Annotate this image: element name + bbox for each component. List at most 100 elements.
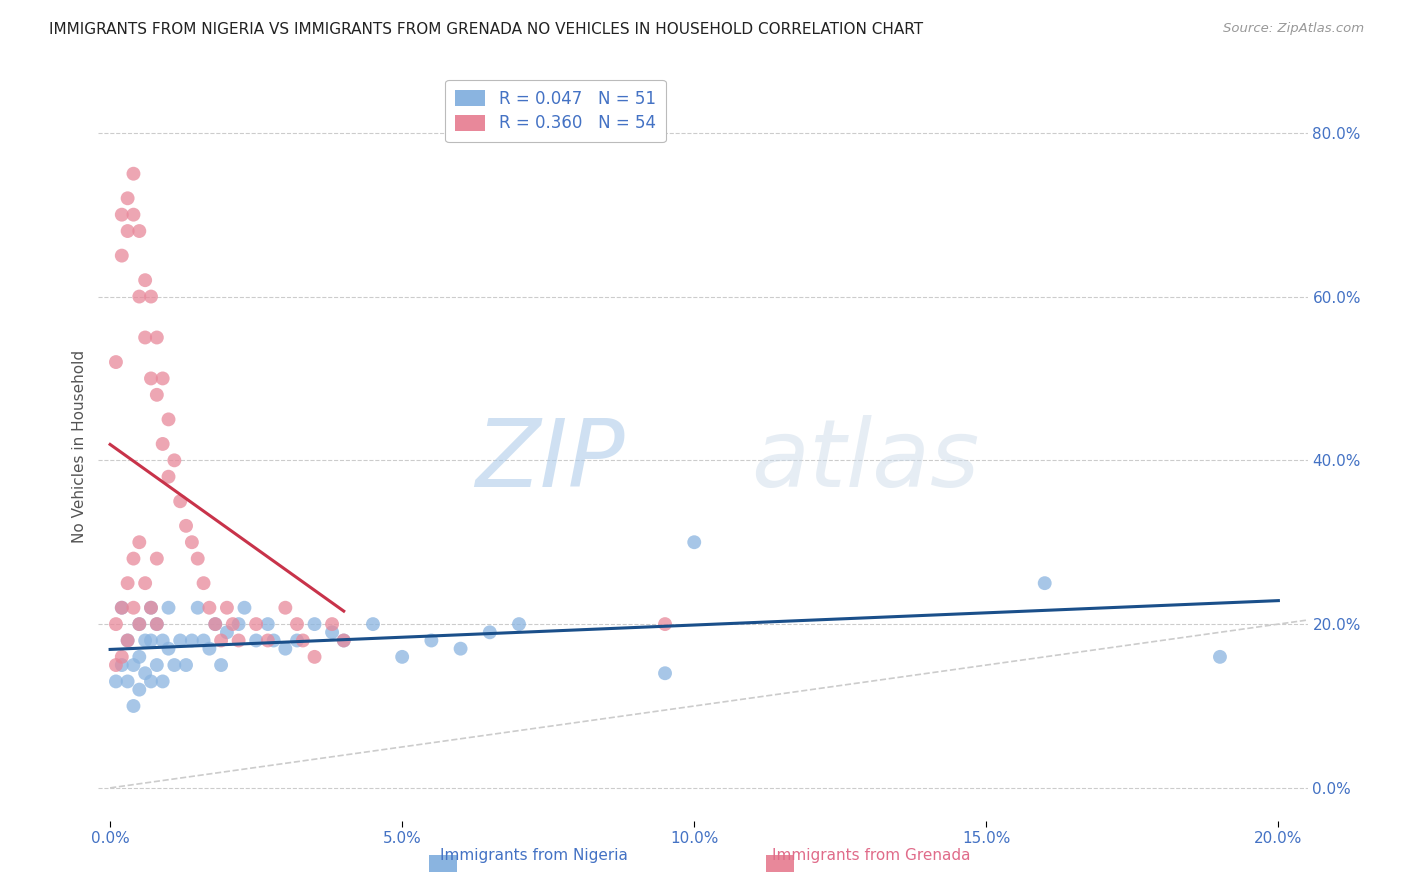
Point (111, 249, 134, 263)
Point (256, 633, 278, 648)
Point (321, 617, 343, 632)
Point (146, 388, 169, 402)
Point (157, 600, 180, 615)
Point (128, 617, 150, 632)
Point (139, 600, 162, 615)
Point (180, 633, 202, 648)
Legend: R = 0.047   N = 51, R = 0.360   N = 54: R = 0.047 N = 51, R = 0.360 N = 54 (446, 79, 665, 143)
Point (128, 535, 150, 549)
Point (193, 633, 215, 648)
Point (274, 600, 297, 615)
Point (111, 208, 134, 222)
Point (187, 551, 209, 566)
Text: Source: ZipAtlas.com: Source: ZipAtlas.com (1223, 22, 1364, 36)
Text: IMMIGRANTS FROM NIGERIA VS IMMIGRANTS FROM GRENADA NO VEHICLES IN HOUSEHOLD CORR: IMMIGRANTS FROM NIGERIA VS IMMIGRANTS FR… (49, 22, 924, 37)
Point (128, 649, 150, 664)
Point (222, 617, 245, 632)
Point (215, 625, 238, 640)
Point (111, 658, 134, 673)
Point (245, 617, 267, 632)
Point (152, 674, 174, 689)
Point (139, 600, 162, 615)
Point (128, 617, 150, 632)
Point (163, 658, 186, 673)
Point (274, 641, 297, 656)
Point (263, 633, 285, 648)
Point (198, 600, 221, 615)
Point (157, 469, 180, 483)
Point (163, 453, 186, 467)
Point (117, 576, 139, 591)
Point (228, 617, 250, 632)
Point (291, 633, 314, 648)
Point (146, 617, 169, 632)
Point (117, 674, 139, 689)
Point (128, 682, 150, 697)
Point (245, 633, 267, 648)
Point (146, 551, 169, 566)
Point (122, 208, 145, 222)
Point (187, 600, 209, 615)
Point (111, 600, 134, 615)
Point (134, 666, 156, 681)
Point (146, 617, 169, 632)
Text: atlas: atlas (751, 416, 980, 507)
Point (104, 658, 127, 673)
Point (174, 658, 197, 673)
Point (169, 633, 191, 648)
Point (420, 633, 443, 648)
Point (122, 167, 145, 181)
Point (134, 273, 156, 287)
Point (654, 617, 676, 632)
Point (157, 641, 180, 656)
Point (321, 625, 343, 640)
Point (180, 535, 202, 549)
Point (139, 289, 162, 303)
Point (139, 633, 162, 648)
Point (304, 649, 326, 664)
Point (134, 330, 156, 344)
Point (169, 494, 191, 508)
Point (122, 600, 145, 615)
Point (117, 191, 139, 205)
Point (285, 617, 308, 632)
Point (361, 617, 384, 632)
Point (152, 437, 174, 451)
Point (146, 658, 169, 673)
Point (332, 633, 354, 648)
Point (198, 641, 221, 656)
Point (139, 371, 162, 385)
Text: Immigrants from Grenada: Immigrants from Grenada (772, 848, 972, 863)
Point (111, 600, 134, 615)
Y-axis label: No Vehicles in Household: No Vehicles in Household (72, 350, 87, 542)
Point (157, 412, 180, 426)
Point (215, 600, 238, 615)
Point (1209, 649, 1232, 664)
Point (117, 633, 139, 648)
Point (1033, 576, 1056, 591)
Point (104, 617, 127, 632)
Point (508, 617, 530, 632)
Point (285, 633, 308, 648)
Point (146, 330, 169, 344)
Point (152, 371, 174, 385)
Point (209, 633, 232, 648)
Point (209, 658, 232, 673)
Text: ZIP: ZIP (475, 416, 624, 507)
Point (233, 600, 256, 615)
Point (122, 551, 145, 566)
Point (122, 658, 145, 673)
Point (332, 633, 354, 648)
Text: Immigrants from Nigeria: Immigrants from Nigeria (440, 848, 628, 863)
Point (128, 289, 150, 303)
Point (134, 576, 156, 591)
Point (104, 355, 127, 369)
Point (128, 224, 150, 238)
Point (654, 666, 676, 681)
Point (391, 649, 413, 664)
Point (256, 617, 278, 632)
Point (304, 617, 326, 632)
Point (152, 633, 174, 648)
Point (111, 649, 134, 664)
Point (683, 535, 706, 549)
